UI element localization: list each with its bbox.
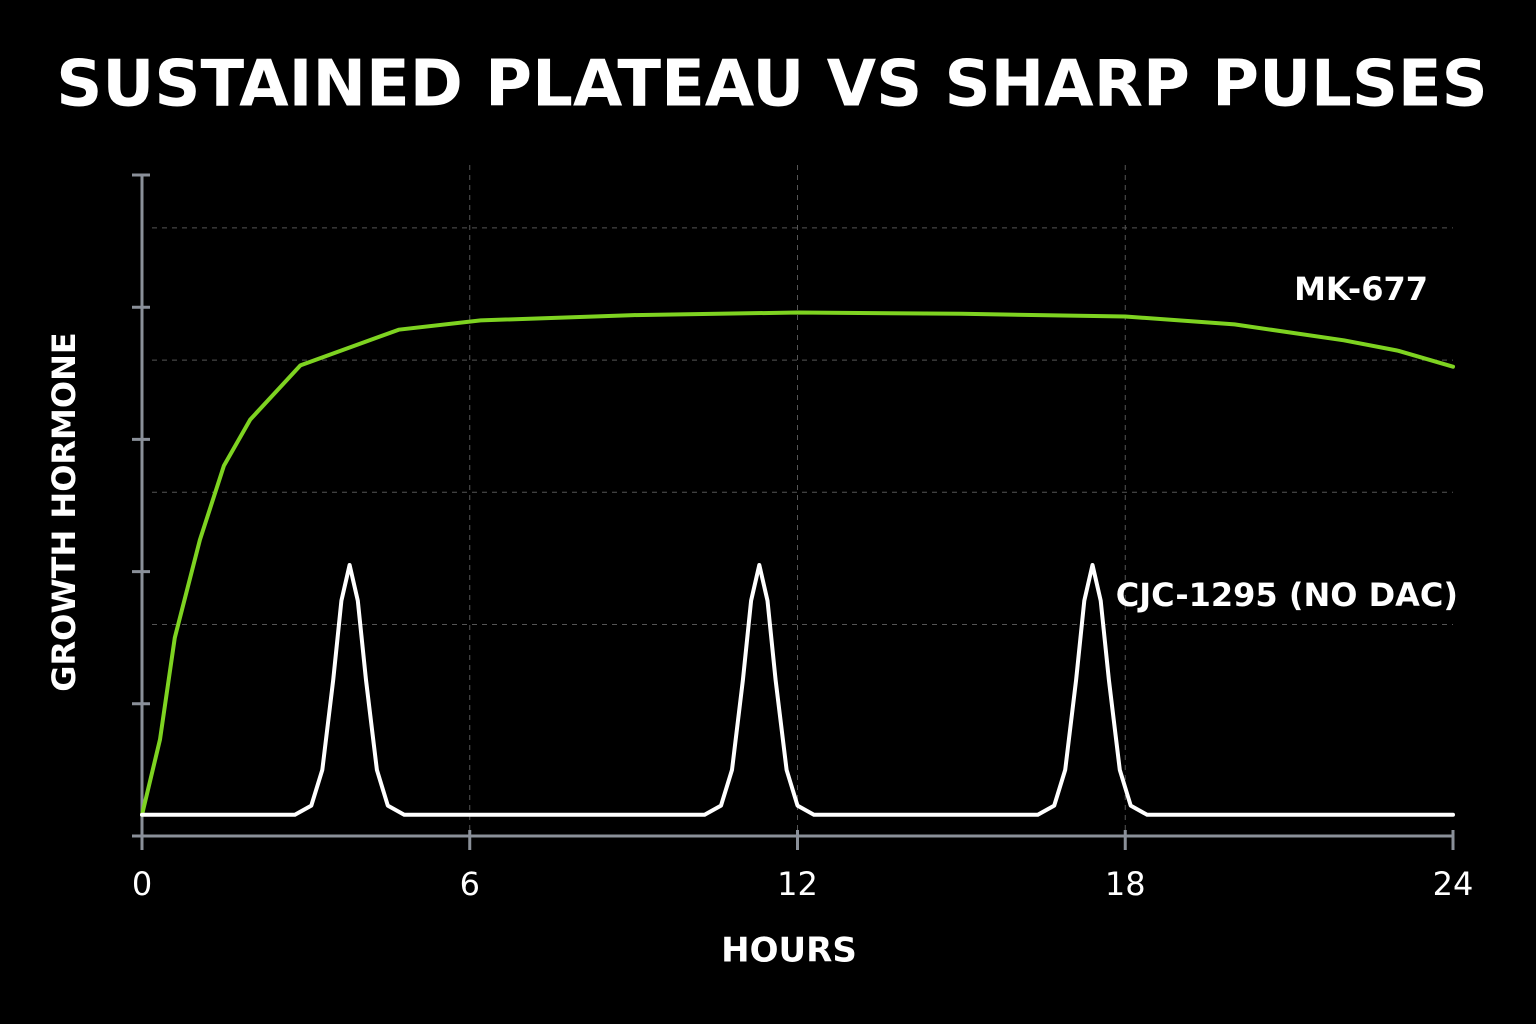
chart-title: SUSTAINED PLATEAU VS SHARP PULSES <box>56 48 1487 122</box>
x-axis-label: HOURS <box>721 931 857 971</box>
series-label: MK-677 <box>1294 270 1428 308</box>
series-line <box>140 310 1455 817</box>
x-tick-label: 24 <box>1433 865 1474 903</box>
series-label: CJC-1295 (NO DAC) <box>1116 576 1458 614</box>
x-tick-label: 12 <box>777 865 818 903</box>
x-tick-label: 0 <box>132 865 152 903</box>
y-axis-label: GROWTH HORMONE <box>45 332 83 691</box>
x-tick-label: 6 <box>460 865 480 903</box>
series-line <box>140 563 1455 817</box>
x-tick-label: 18 <box>1105 865 1146 903</box>
